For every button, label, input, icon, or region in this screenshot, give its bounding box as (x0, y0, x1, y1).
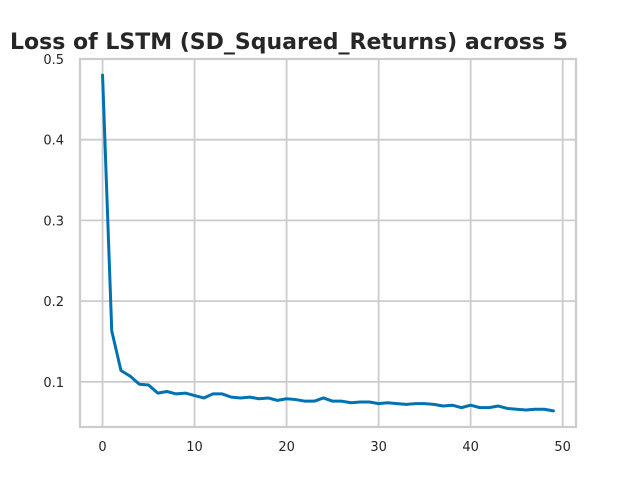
x-tick-label: 0 (98, 440, 106, 455)
x-tick-label: 10 (186, 440, 203, 455)
y-tick-label: 0.2 (43, 295, 64, 310)
x-tick-label: 40 (462, 440, 479, 455)
x-tick-label: 30 (370, 440, 387, 455)
x-tick-label: 20 (278, 440, 295, 455)
x-tick-label: 50 (554, 440, 571, 455)
y-tick-label: 0.3 (43, 214, 64, 229)
y-tick-label: 0.1 (43, 376, 64, 391)
chart-title: Loss of LSTM (SD_Squared_Returns) across… (10, 30, 568, 55)
loss-series-line (101, 73, 555, 413)
y-tick-label: 0.4 (43, 134, 64, 149)
plot-frame (78, 57, 578, 429)
y-tick-label: 0.5 (43, 53, 64, 68)
